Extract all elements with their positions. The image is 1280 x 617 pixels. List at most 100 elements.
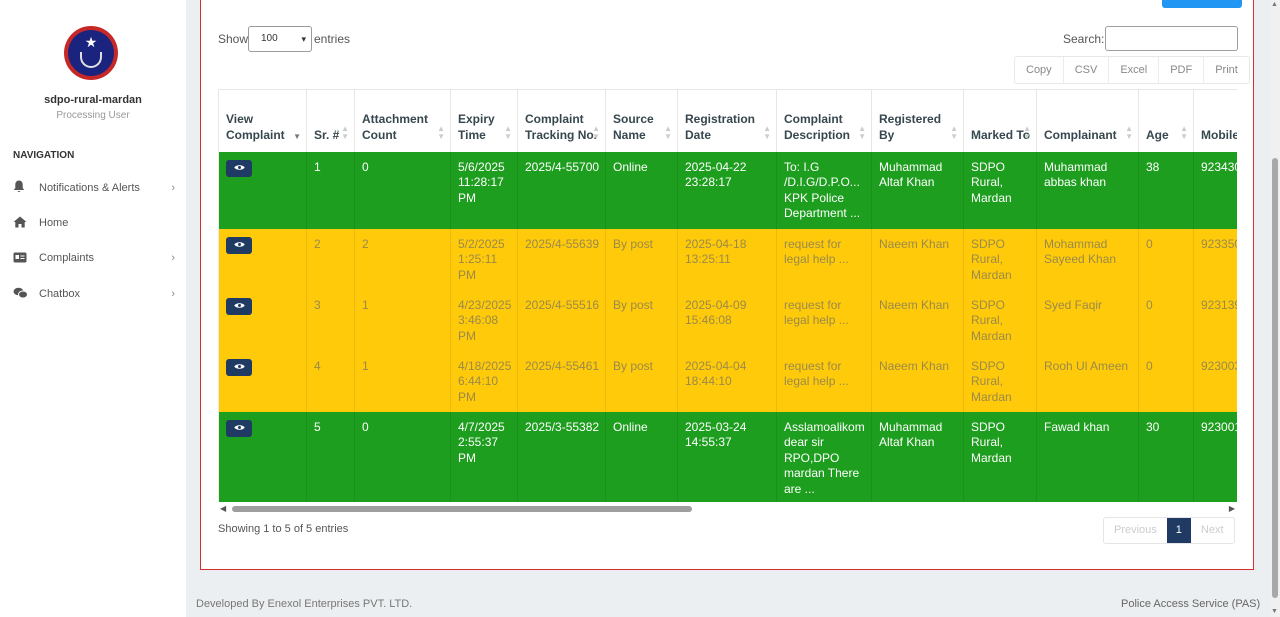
view-complaint-button[interactable] bbox=[226, 419, 252, 437]
complaints-card: Show 100 ▾ entries Search: Copy CSV Exce… bbox=[200, 0, 1254, 570]
print-button[interactable]: Print bbox=[1215, 64, 1238, 76]
column-header-label: Sr. # bbox=[314, 127, 340, 142]
top-action-button[interactable] bbox=[1162, 0, 1242, 8]
cell-expiry: 4/23/2025 3:46:08 PM bbox=[450, 289, 518, 351]
cell-attachments: 2 bbox=[354, 228, 451, 290]
police-logo-icon: ★ bbox=[64, 26, 118, 80]
cell-marked-to: SDPO Rural, Mardan bbox=[963, 151, 1037, 229]
cell-age: 0 bbox=[1138, 289, 1194, 351]
column-header-marked-to[interactable]: Marked To ▲ ▼ bbox=[963, 89, 1037, 152]
column-header-source-name[interactable]: Source Name ▲ ▼ bbox=[605, 89, 678, 152]
eye-icon bbox=[233, 242, 245, 248]
cell-registered-by: Naeem Khan bbox=[871, 289, 964, 351]
sidebar-item-chatbox[interactable]: Chatbox › bbox=[13, 284, 175, 304]
cell-complainant: Syed Faqir bbox=[1036, 289, 1139, 351]
excel-button[interactable]: Excel bbox=[1109, 57, 1160, 83]
scrollbar-thumb[interactable] bbox=[1272, 158, 1278, 598]
vertical-scrollbar[interactable]: ▲ ▼ bbox=[1270, 0, 1280, 617]
cell-expiry: 4/18/2025 6:44:10 PM bbox=[450, 350, 518, 412]
column-header-label: Marked To bbox=[971, 127, 1031, 142]
column-header-label: Source Name bbox=[613, 111, 654, 142]
scrollbar-thumb[interactable] bbox=[232, 506, 692, 512]
column-header-label: View Complaint bbox=[226, 111, 285, 142]
column-header-complainant[interactable]: Complainant ▲ ▼ bbox=[1036, 89, 1139, 152]
cell-source: Online bbox=[605, 151, 678, 229]
sort-icon: ▲ ▼ bbox=[1180, 123, 1188, 141]
column-header-age[interactable]: Age ▲ ▼ bbox=[1138, 89, 1194, 152]
cell-mobile: 923003 bbox=[1193, 350, 1237, 412]
user-role: Processing User bbox=[56, 110, 130, 121]
cell-tracking: 2025/4-55516 bbox=[517, 289, 606, 351]
entries-select-value: 100 bbox=[261, 33, 278, 44]
pagination: Previous 1 Next bbox=[1103, 517, 1235, 544]
sidebar-item-notifications[interactable]: Notifications & Alerts › bbox=[13, 178, 175, 198]
complaints-table: View Complaint ▼ Sr. # ▲ ▼ Attachment Count ▲ ▼… bbox=[218, 89, 1237, 502]
cell-description: request for legal help ... bbox=[776, 228, 872, 290]
view-complaint-button[interactable] bbox=[226, 236, 252, 254]
cell-complainant: Muhammad abbas khan bbox=[1036, 151, 1139, 229]
cell-reg-date: 2025-04-22 23:28:17 bbox=[677, 151, 777, 229]
cell-complainant: Rooh Ul Ameen bbox=[1036, 350, 1139, 412]
table-row: 2 2 5/2/2025 1:25:11 PM 2025/4-55639 By post… bbox=[218, 228, 1237, 290]
cell-complainant: Mohammad Sayeed Khan bbox=[1036, 228, 1139, 290]
column-header-registration-date[interactable]: Registration Date ▲ ▼ bbox=[677, 89, 777, 152]
view-complaint-button[interactable] bbox=[226, 159, 252, 177]
cell-reg-date: 2025-04-18 13:25:11 bbox=[677, 228, 777, 290]
column-header-tracking-no[interactable]: Complaint Tracking No. ▲ ▼ bbox=[517, 89, 606, 152]
sort-icon: ▲ ▼ bbox=[858, 123, 866, 141]
column-header-registered-by[interactable]: Registered By ▲ ▼ bbox=[871, 89, 964, 152]
sidebar: ★ sdpo-rural-mardan Processing User NAVI… bbox=[0, 0, 186, 617]
view-cell bbox=[218, 411, 307, 502]
view-complaint-button[interactable] bbox=[226, 358, 252, 376]
sort-icon: ▲ ▼ bbox=[950, 123, 958, 141]
entries-select[interactable]: 100 ▾ bbox=[248, 26, 312, 52]
column-header-expiry-time[interactable]: Expiry Time ▲ ▼ bbox=[450, 89, 518, 152]
scroll-right-icon[interactable]: ▶ bbox=[1228, 504, 1235, 513]
column-header-view-complaint[interactable]: View Complaint ▼ bbox=[218, 89, 307, 152]
column-header-sr[interactable]: Sr. # ▲ ▼ bbox=[306, 89, 355, 152]
cell-registered-by: Muhammad Altaf Khan bbox=[871, 411, 964, 502]
cell-age: 0 bbox=[1138, 228, 1194, 290]
column-header-label: Registration Date bbox=[685, 111, 756, 142]
cell-sr: 2 bbox=[306, 228, 355, 290]
previous-button[interactable]: Previous bbox=[1114, 524, 1157, 536]
cell-expiry: 5/6/2025 11:28:17 PM bbox=[450, 151, 518, 229]
column-header-mobile-no[interactable]: Mobile No. bbox=[1193, 89, 1237, 152]
column-header-attachment-count[interactable]: Attachment Count ▲ ▼ bbox=[354, 89, 451, 152]
cell-attachments: 1 bbox=[354, 350, 451, 412]
column-header-complaint-description[interactable]: Complaint Description ▲ ▼ bbox=[776, 89, 872, 152]
sidebar-item-complaints[interactable]: Complaints › bbox=[13, 248, 175, 268]
page-1-button[interactable]: 1 bbox=[1166, 518, 1191, 543]
sidebar-item-home[interactable]: Home bbox=[13, 213, 175, 233]
column-header-label: Complainant bbox=[1044, 127, 1117, 142]
scroll-down-icon[interactable]: ▼ bbox=[1271, 608, 1278, 615]
footer-developer: Developed By Enexol Enterprises PVT. LTD… bbox=[196, 598, 413, 610]
sidebar-item-label: Complaints bbox=[39, 252, 95, 264]
cell-description: To: I.G /D.I.G/D.P.O... KPK Police Depar… bbox=[776, 151, 872, 229]
cell-registered-by: Naeem Khan bbox=[871, 350, 964, 412]
scroll-left-icon[interactable]: ◀ bbox=[220, 504, 227, 513]
pdf-button[interactable]: PDF bbox=[1159, 57, 1205, 83]
cell-age: 38 bbox=[1138, 151, 1194, 229]
cell-sr: 3 bbox=[306, 289, 355, 351]
search-input[interactable] bbox=[1105, 26, 1238, 51]
cell-sr: 1 bbox=[306, 151, 355, 229]
view-cell bbox=[218, 151, 307, 229]
copy-button[interactable]: Copy bbox=[1015, 57, 1064, 83]
view-complaint-button[interactable] bbox=[226, 297, 252, 315]
table-row: 1 0 5/6/2025 11:28:17 PM 2025/4-55700 Online… bbox=[218, 151, 1237, 229]
cell-tracking: 2025/4-55461 bbox=[517, 350, 606, 412]
chevron-down-icon: ▾ bbox=[301, 34, 306, 44]
show-label: Show bbox=[218, 32, 249, 46]
horizontal-scrollbar[interactable]: ◀ ▶ bbox=[218, 504, 1237, 514]
next-button[interactable]: Next bbox=[1200, 524, 1224, 536]
cell-description: request for legal help ... bbox=[776, 289, 872, 351]
csv-button[interactable]: CSV bbox=[1064, 57, 1110, 83]
search-label: Search: bbox=[1063, 32, 1105, 46]
eye-icon bbox=[233, 425, 245, 431]
view-cell bbox=[218, 350, 307, 412]
scroll-up-icon[interactable]: ▲ bbox=[1271, 1, 1278, 8]
id-card-icon bbox=[13, 251, 39, 266]
sidebar-item-label: Home bbox=[39, 217, 69, 229]
entries-label: entries bbox=[314, 32, 351, 46]
